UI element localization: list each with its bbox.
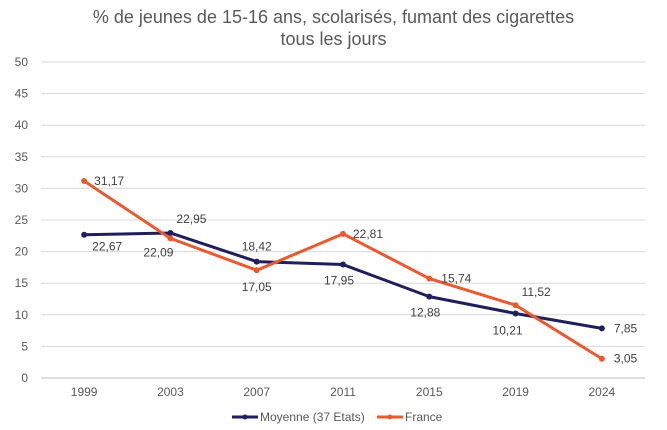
data-label: 11,52 [522, 285, 551, 299]
data-label: 22,09 [143, 245, 173, 259]
chart-subtitle: tous les jours [280, 29, 387, 49]
data-label: 3,05 [614, 352, 638, 366]
data-label: 31,17 [94, 174, 124, 188]
y-tick-label: 50 [15, 55, 29, 69]
y-tick-label: 20 [15, 245, 29, 259]
x-tick-label: 2015 [416, 385, 443, 399]
y-tick-label: 30 [15, 181, 29, 195]
data-point [253, 258, 260, 265]
data-label: 18,42 [242, 240, 272, 254]
legend-label: Moyenne (37 Etats) [260, 410, 365, 424]
x-tick-label: 2019 [502, 385, 529, 399]
legend-label: France [405, 410, 443, 424]
chart-title: % de jeunes de 15-16 ans, scolarisés, fu… [0, 6, 667, 50]
x-tick-label: 1999 [71, 385, 98, 399]
data-label: 7,85 [614, 321, 638, 335]
data-point [81, 178, 88, 185]
data-point [426, 275, 433, 282]
data-point [512, 310, 519, 317]
data-point [340, 230, 346, 237]
x-tick-label: 2003 [157, 385, 184, 399]
legend-marker [387, 414, 393, 420]
data-label: 22,81 [353, 227, 383, 241]
y-tick-label: 35 [15, 150, 29, 164]
data-point [167, 229, 174, 236]
data-point [340, 261, 346, 268]
data-label: 22,67 [92, 240, 122, 254]
series-line-france [83, 179, 603, 360]
y-tick-label: 10 [15, 308, 29, 322]
y-tick-label: 5 [21, 339, 28, 353]
data-point [598, 355, 605, 362]
chart-title-line1: % de jeunes de 15-16 ans, scolarisés, fu… [92, 7, 575, 27]
x-tick-label: 2024 [589, 385, 616, 399]
x-tick-label: 2011 [330, 385, 356, 399]
data-label: 17,05 [242, 280, 272, 294]
data-point [81, 231, 88, 238]
y-tick-label: 45 [15, 87, 29, 101]
data-point [598, 325, 605, 332]
data-point [512, 302, 519, 309]
data-label: 17,95 [324, 274, 354, 288]
data-label: 12,88 [410, 306, 440, 320]
y-tick-label: 15 [15, 276, 29, 290]
legend-marker [242, 414, 248, 420]
data-label: 15,74 [441, 272, 471, 286]
y-tick-label: 25 [15, 213, 29, 227]
y-tick-label: 40 [15, 118, 29, 132]
data-point [167, 235, 174, 242]
data-label: 10,21 [493, 323, 523, 337]
data-point [426, 293, 433, 300]
x-tick-label: 2007 [243, 385, 270, 399]
data-point [253, 267, 260, 274]
y-tick-label: 0 [21, 371, 28, 385]
data-label: 22,95 [176, 212, 206, 226]
